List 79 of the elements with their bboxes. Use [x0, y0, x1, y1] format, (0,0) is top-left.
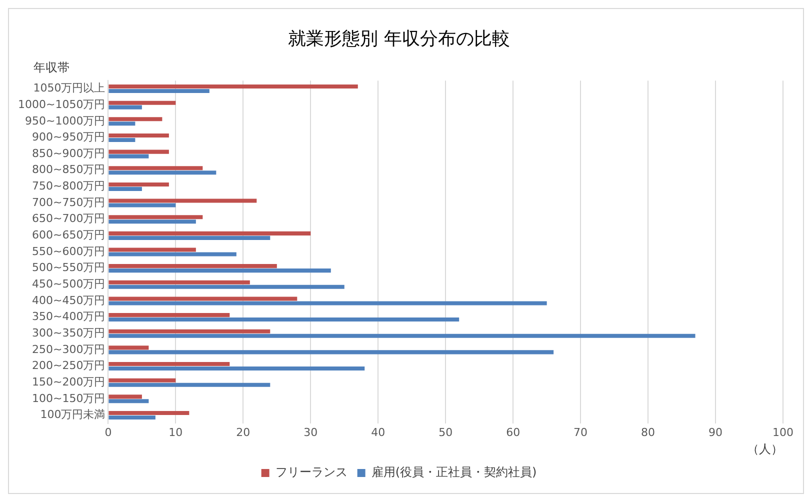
- y-tick-label: 950~1000万円: [24, 114, 106, 128]
- bar: [108, 215, 203, 220]
- bar: [108, 236, 270, 240]
- bar: [108, 84, 358, 89]
- x-tick-label: 50: [438, 426, 453, 439]
- y-tick-label: 150~200万円: [32, 375, 106, 388]
- bar: [108, 284, 344, 289]
- bar: [108, 415, 156, 420]
- x-tick-label: 100: [772, 426, 794, 439]
- bar: [108, 248, 196, 252]
- bar: [108, 394, 142, 399]
- bar: [108, 133, 169, 138]
- y-tick-label: 800~850万円: [32, 163, 106, 176]
- x-tick-label: 0: [104, 426, 112, 439]
- bar: [108, 296, 298, 301]
- bar: [108, 88, 210, 94]
- bar: [108, 362, 230, 366]
- bar: [108, 264, 277, 268]
- y-tick-label: 550~600万円: [32, 244, 106, 258]
- y-tick-label: 200~250万円: [32, 359, 106, 372]
- y-tick-label: 350~400万円: [32, 310, 106, 324]
- bar: [108, 318, 460, 322]
- bar: [108, 280, 250, 284]
- legend-label: 雇用(役員・正社員・契約社員): [371, 465, 537, 480]
- legend-label: フリーランス: [275, 465, 348, 480]
- y-tick-label: 1050万円以上: [33, 82, 106, 95]
- bar: [108, 186, 142, 191]
- x-tick-label: 60: [506, 426, 520, 439]
- y-tick-label: 650~700万円: [32, 212, 106, 226]
- bar: [108, 252, 236, 256]
- y-tick-label: 850~900万円: [32, 146, 106, 160]
- y-tick-label: 450~500万円: [32, 278, 106, 291]
- x-tick-label: 30: [304, 426, 318, 439]
- bar: [108, 182, 169, 186]
- y-tick-label: 300~350万円: [32, 326, 106, 340]
- y-tick-label: 100~150万円: [32, 392, 106, 405]
- bar: [108, 378, 176, 382]
- bar: [108, 301, 547, 306]
- bar: [108, 399, 149, 404]
- bar: [108, 122, 136, 126]
- bar: [108, 366, 365, 371]
- bar: [108, 105, 142, 110]
- y-tick-label: 700~750万円: [32, 196, 106, 209]
- bar: [108, 198, 257, 203]
- bar: [108, 100, 176, 105]
- bar: [108, 170, 216, 175]
- bar: [108, 334, 696, 338]
- bar: [108, 203, 176, 208]
- x-tick-label: 80: [641, 426, 656, 439]
- y-axis-title: 年収帯: [34, 60, 70, 75]
- bar: [108, 313, 230, 318]
- bar: [108, 410, 190, 416]
- x-tick-label: 90: [708, 426, 723, 439]
- x-tick-label: 20: [236, 426, 250, 439]
- bar: [108, 220, 196, 224]
- y-tick-label: 600~650万円: [32, 228, 106, 242]
- y-tick-label: 900~950万円: [32, 130, 106, 144]
- bar: [108, 268, 331, 273]
- x-tick-label: 10: [168, 426, 183, 439]
- bar: [108, 117, 162, 122]
- y-tick-label: 750~800万円: [32, 180, 106, 193]
- bar: [108, 166, 203, 170]
- bar: [108, 150, 169, 154]
- x-tick-label: 70: [574, 426, 588, 439]
- y-tick-label: 400~450万円: [32, 294, 106, 307]
- bar: [108, 382, 270, 387]
- bar: [108, 138, 136, 142]
- chart-title: 就業形態別 年収分布の比較: [288, 28, 510, 50]
- bar: [108, 154, 149, 158]
- y-tick-label: 500~550万円: [32, 261, 106, 274]
- bar: [108, 231, 311, 236]
- bar: [108, 329, 270, 334]
- bar: [108, 346, 149, 350]
- y-tick-label: 250~300万円: [32, 342, 106, 356]
- x-axis-title: （人）: [747, 442, 783, 456]
- y-tick-label: 1000~1050万円: [18, 98, 106, 111]
- y-tick-label: 100万円未満: [40, 408, 106, 422]
- bar: [108, 350, 554, 354]
- x-tick-label: 40: [371, 426, 386, 439]
